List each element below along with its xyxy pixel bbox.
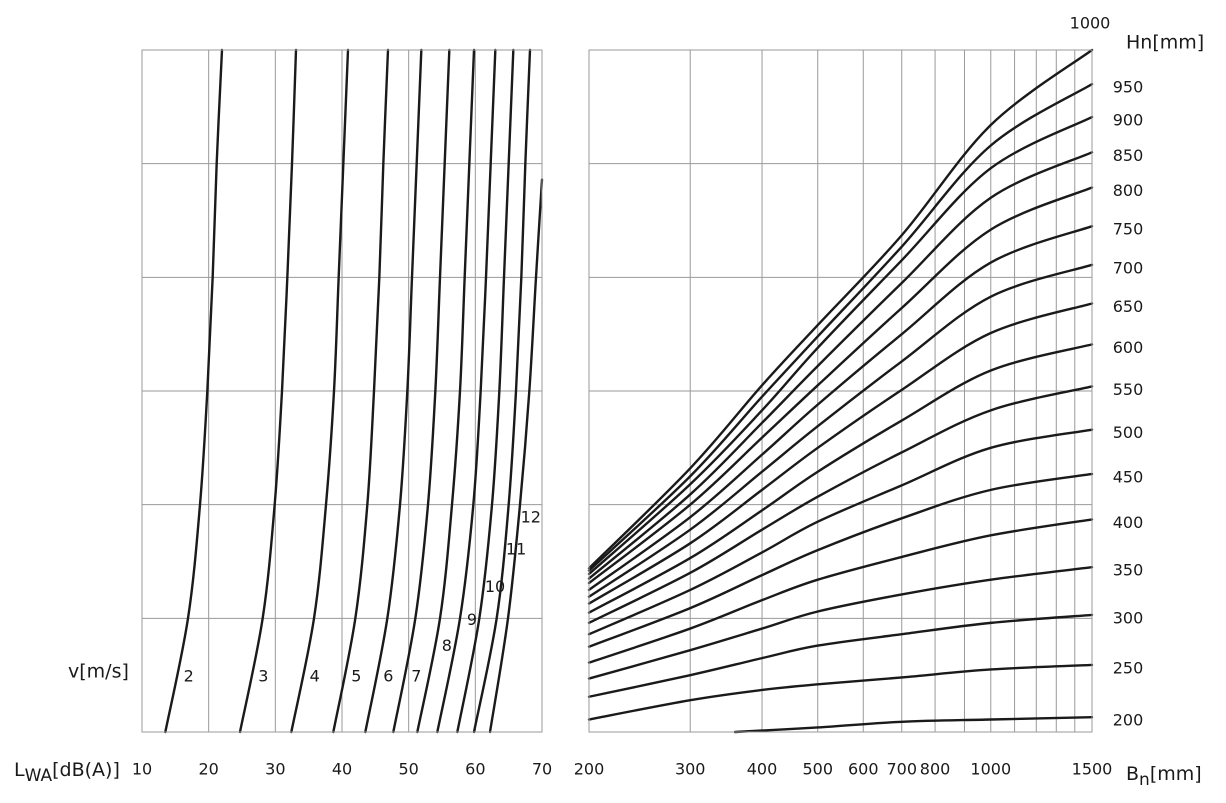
x-tick-label: 1500 — [1072, 760, 1113, 779]
curve-label: 800 — [1113, 181, 1144, 200]
x-axis-title-main: L — [14, 759, 25, 781]
x-tick-label: 1000 — [970, 760, 1011, 779]
curve — [587, 82, 1094, 572]
curve — [587, 613, 1094, 698]
x-tick-label: 30 — [265, 760, 285, 779]
x-tick-label: 400 — [747, 760, 778, 779]
curve — [587, 151, 1094, 580]
x-axis-title-sub: WA — [25, 766, 53, 786]
curve-label: 1000 — [1070, 14, 1111, 33]
curve-label: 200 — [1113, 711, 1144, 730]
x-tick-label: 800 — [920, 760, 951, 779]
curve — [290, 48, 350, 734]
curve-label: 2 — [184, 667, 194, 686]
curve — [587, 224, 1094, 592]
curve-label: 950 — [1113, 78, 1144, 97]
curve-label: 9 — [467, 610, 477, 629]
x-tick-label: 60 — [465, 760, 485, 779]
x-tick-label: 600 — [848, 760, 879, 779]
x-tick-label: 700 — [886, 760, 917, 779]
x-axis-title-main: B — [1126, 763, 1139, 785]
x-tick-label: 70 — [532, 760, 552, 779]
curve — [587, 663, 1094, 721]
curve — [164, 48, 224, 734]
curve — [587, 385, 1094, 625]
curve-label: 650 — [1113, 297, 1144, 316]
curve — [587, 428, 1094, 636]
curve — [587, 518, 1094, 664]
x-axis-title-sub: n — [1139, 770, 1150, 790]
curve — [364, 48, 423, 734]
curve-label: 6 — [383, 667, 393, 686]
curve — [392, 48, 451, 734]
curve — [416, 48, 476, 734]
x-axis-title: Bn[mm] — [1126, 763, 1202, 791]
curve-label: 850 — [1113, 146, 1144, 165]
curve-label: 5 — [351, 667, 361, 686]
y-axis-title: v[m/s] — [68, 661, 129, 683]
x-tick-label: 10 — [132, 760, 152, 779]
plot-frame — [141, 49, 543, 733]
x-axis-title: LWA[dB(A)] — [14, 759, 120, 787]
curve-label: 900 — [1113, 111, 1144, 130]
curve-label: 700 — [1113, 258, 1144, 277]
curve — [436, 48, 497, 734]
y-axis-title: Hn[mm] — [1126, 32, 1204, 54]
curve — [587, 472, 1094, 648]
curve-label: 8 — [442, 636, 452, 655]
curve-label: 250 — [1113, 658, 1144, 677]
curve-label: 550 — [1113, 380, 1144, 399]
curve — [733, 716, 1094, 734]
curve-label: 12 — [521, 508, 541, 527]
curve — [587, 115, 1094, 576]
curve-label: 3 — [258, 667, 268, 686]
curve-label: 450 — [1113, 467, 1144, 486]
curve-label: 7 — [411, 667, 421, 686]
curve-label: 750 — [1113, 220, 1144, 239]
curve — [587, 186, 1094, 585]
curve — [587, 343, 1094, 614]
curve-label: 400 — [1113, 513, 1144, 532]
curve — [472, 48, 532, 734]
curve — [587, 565, 1094, 680]
curve — [332, 48, 390, 734]
plot-frame — [588, 49, 1093, 733]
x-tick-label: 20 — [198, 760, 218, 779]
curve — [456, 48, 515, 734]
x-tick-label: 200 — [574, 760, 605, 779]
curve — [238, 48, 298, 734]
x-axis-title-rest: [mm] — [1150, 763, 1202, 785]
curve-label: 600 — [1113, 338, 1144, 357]
curve — [587, 48, 1094, 570]
x-tick-label: 40 — [332, 760, 352, 779]
curve-label: 350 — [1113, 561, 1144, 580]
curve — [587, 302, 1094, 605]
curve-label: 300 — [1113, 608, 1144, 627]
x-tick-label: 50 — [398, 760, 418, 779]
curve-label: 4 — [310, 667, 320, 686]
curve — [488, 178, 544, 734]
curve-label: 500 — [1113, 423, 1144, 442]
x-axis-title-rest: [dB(A)] — [52, 759, 120, 781]
x-tick-label: 300 — [675, 760, 706, 779]
curve — [587, 263, 1094, 598]
x-tick-label: 500 — [802, 760, 833, 779]
